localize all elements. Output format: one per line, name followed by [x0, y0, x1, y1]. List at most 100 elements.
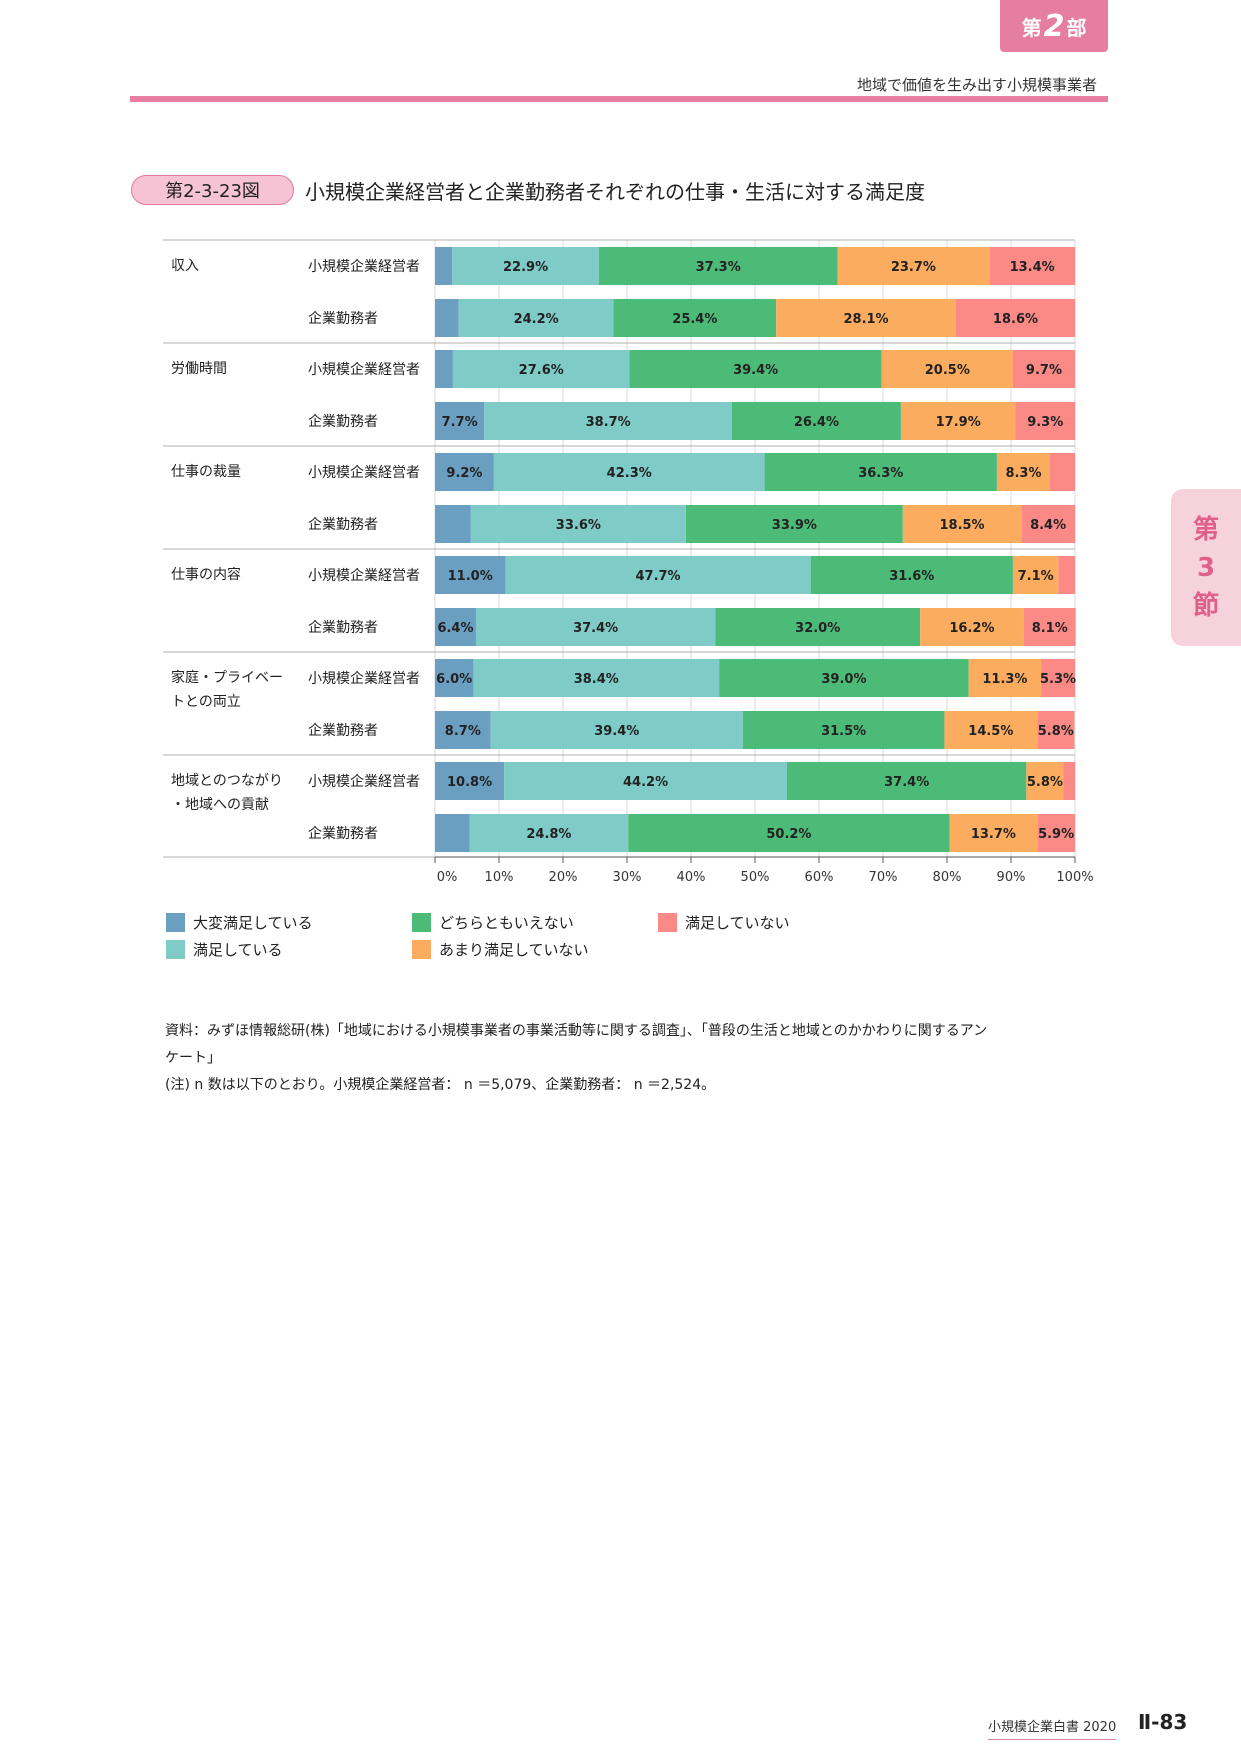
row-label: 小規模企業経営者: [308, 258, 420, 275]
group-label: 労働時間: [171, 361, 227, 377]
data-label: 8.1%: [1032, 621, 1068, 636]
x-tick-label: 40%: [677, 870, 706, 885]
bar-segment: [435, 814, 470, 852]
bar-segment: [900, 402, 1016, 440]
group-label: 仕事の内容: [171, 566, 241, 583]
data-label: 17.9%: [936, 415, 981, 430]
data-label: 20.5%: [925, 363, 970, 378]
data-label: 33.9%: [772, 518, 817, 533]
source-line-1: 資料：みずほ情報総研(株)「地域における小規模事業者の事業活動等に関する調査」、…: [165, 1023, 988, 1039]
data-label: 9.7%: [1026, 363, 1062, 378]
data-label: 13.4%: [1010, 260, 1055, 275]
legend-label: どちらともいえない: [439, 914, 574, 932]
data-label: 37.4%: [573, 621, 618, 636]
data-label: 5.3%: [1040, 672, 1076, 687]
source-line-3: (注) n 数は以下のとおり。小規模企業経営者： n ＝5,079、企業勤務者：…: [165, 1077, 716, 1093]
bar-segment: [473, 659, 720, 697]
bar-segment: [1050, 453, 1075, 491]
row-label: 企業勤務者: [308, 310, 378, 327]
bar-segment: [715, 608, 921, 646]
data-label: 42.3%: [607, 466, 652, 481]
bar-segment: [764, 453, 997, 491]
part-number: 2: [1043, 8, 1065, 44]
data-label: 22.9%: [503, 260, 548, 275]
chart-legend: 大変満足している 満足している どちらともいえない あまり満足していない 満足し…: [166, 912, 866, 972]
bar-segment: [685, 505, 903, 543]
legend-item-very-satisfied: 大変満足している: [166, 912, 313, 933]
data-label: 18.5%: [939, 518, 984, 533]
data-label: 6.4%: [437, 621, 473, 636]
legend-swatch: [412, 913, 431, 932]
stacked-bar-chart: 収入 小規模企業経営者 22.9% 37.3% 23.7% 13.4%企業勤務者 24.2%…: [163, 239, 1094, 885]
bar-segment: [469, 814, 629, 852]
legend-swatch: [412, 940, 431, 959]
bar-segment: [719, 659, 969, 697]
legend-item-satisfied: 満足している: [166, 939, 283, 960]
row-label: 小規模企業経営者: [308, 670, 420, 687]
bar-segment: [435, 762, 505, 800]
data-label: 16.2%: [949, 621, 994, 636]
bar-segment: [949, 814, 1038, 852]
bar-segment: [1063, 762, 1075, 800]
x-tick-label: 50%: [741, 870, 770, 885]
data-label: 10.8%: [447, 775, 492, 790]
row-label: 企業勤務者: [308, 413, 378, 430]
bar-segment: [504, 762, 787, 800]
x-tick-label: 30%: [613, 870, 642, 885]
bar-segment: [1015, 402, 1075, 440]
x-tick-label: 20%: [549, 870, 578, 885]
part-tab: 第 2 部: [1000, 0, 1108, 52]
bar-segment: [435, 299, 459, 337]
data-label: 32.0%: [795, 621, 840, 636]
data-label: 39.4%: [594, 724, 639, 739]
bar-segment: [435, 505, 471, 543]
data-label: 23.7%: [891, 260, 936, 275]
bar-segment: [435, 453, 494, 491]
data-label: 13.7%: [971, 827, 1016, 842]
row-label: 企業勤務者: [308, 619, 378, 636]
group-label: トとの両立: [171, 694, 241, 710]
bar-segment: [490, 711, 743, 749]
data-label: 24.2%: [514, 312, 559, 327]
legend-swatch: [166, 940, 185, 959]
bar-segment: [435, 711, 491, 749]
source-note: 資料：みずほ情報総研(株)「地域における小規模事業者の事業活動等に関する調査」、…: [165, 1018, 1065, 1099]
group-label: 地域とのつながり: [171, 773, 283, 789]
bar-segment: [435, 608, 476, 646]
legend-label: 大変満足している: [193, 914, 313, 932]
data-label: 37.3%: [696, 260, 741, 275]
bar-segment: [1037, 711, 1075, 749]
running-title: 地域で価値を生み出す小規模事業者: [856, 76, 1097, 94]
bar-segment: [944, 711, 1038, 749]
bar-segment: [1023, 608, 1076, 646]
x-tick-label: 0%: [437, 870, 458, 885]
data-label: 38.7%: [586, 415, 631, 430]
bar-segment: [470, 505, 686, 543]
group-label: 家庭・プライベー: [171, 669, 283, 686]
data-label: 8.4%: [1030, 518, 1066, 533]
legend-label: 満足していない: [685, 914, 790, 932]
data-label: 33.6%: [556, 518, 601, 533]
row-label: 小規模企業経営者: [308, 567, 420, 584]
bar-segment: [628, 814, 950, 852]
data-label: 44.2%: [623, 775, 668, 790]
row-label: 小規模企業経営者: [308, 464, 420, 481]
data-label: 38.4%: [574, 672, 619, 687]
legend-swatch: [658, 913, 677, 932]
section-tab-line1: 第: [1192, 514, 1219, 545]
data-label: 28.1%: [843, 312, 888, 327]
footer-book-title: 小規模企業白書 2020: [988, 1716, 1117, 1740]
group-label: ・地域への貢献: [171, 797, 269, 813]
row-label: 企業勤務者: [308, 722, 378, 739]
row-label: 企業勤務者: [308, 825, 378, 842]
data-label: 26.4%: [794, 415, 839, 430]
x-tick-label: 60%: [805, 870, 834, 885]
source-line-2: ケート」: [165, 1050, 221, 1066]
figure-label: 第2-3-23図: [131, 175, 294, 205]
part-prefix: 第: [1021, 15, 1042, 40]
data-label: 11.3%: [982, 672, 1027, 687]
legend-item-not-satisfied: 満足していない: [658, 912, 790, 933]
data-label: 7.1%: [1018, 569, 1054, 584]
data-label: 6.0%: [436, 672, 472, 687]
bar-segment: [613, 299, 777, 337]
